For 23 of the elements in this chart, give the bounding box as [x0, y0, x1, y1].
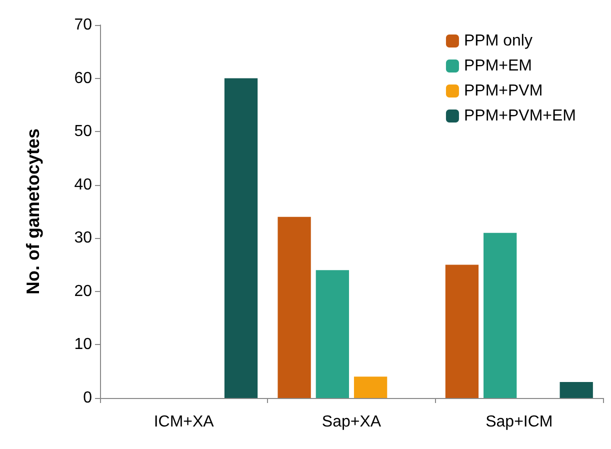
bar: [354, 376, 388, 398]
legend-label: PPM only: [464, 32, 532, 50]
y-axis-title: No. of gametocytes: [23, 128, 43, 295]
bar: [224, 78, 258, 398]
x-tick-label: ICM+XA: [154, 414, 214, 430]
y-tick-label: 0: [83, 390, 92, 406]
y-tick-label: 70: [74, 16, 92, 34]
x-tick-label: Sap+XA: [322, 414, 382, 430]
legend-label: PPM+PVM: [464, 82, 543, 100]
x-tick-label: Sap+ICM: [486, 414, 553, 430]
y-tick-label: 50: [74, 123, 92, 140]
y-tick-label: 20: [74, 282, 92, 300]
y-tick-label: 10: [74, 336, 92, 354]
legend-label: PPM+EM: [464, 58, 532, 74]
y-tick-label: 40: [74, 176, 92, 194]
bar: [445, 264, 479, 398]
y-tick-label: 60: [74, 70, 92, 87]
bar: [278, 216, 311, 398]
bar: [560, 382, 593, 398]
y-tick-label: 30: [74, 230, 92, 247]
legend-label: PPM+PVM+EM: [464, 108, 576, 124]
bar: [316, 270, 350, 398]
bar: [484, 232, 517, 398]
